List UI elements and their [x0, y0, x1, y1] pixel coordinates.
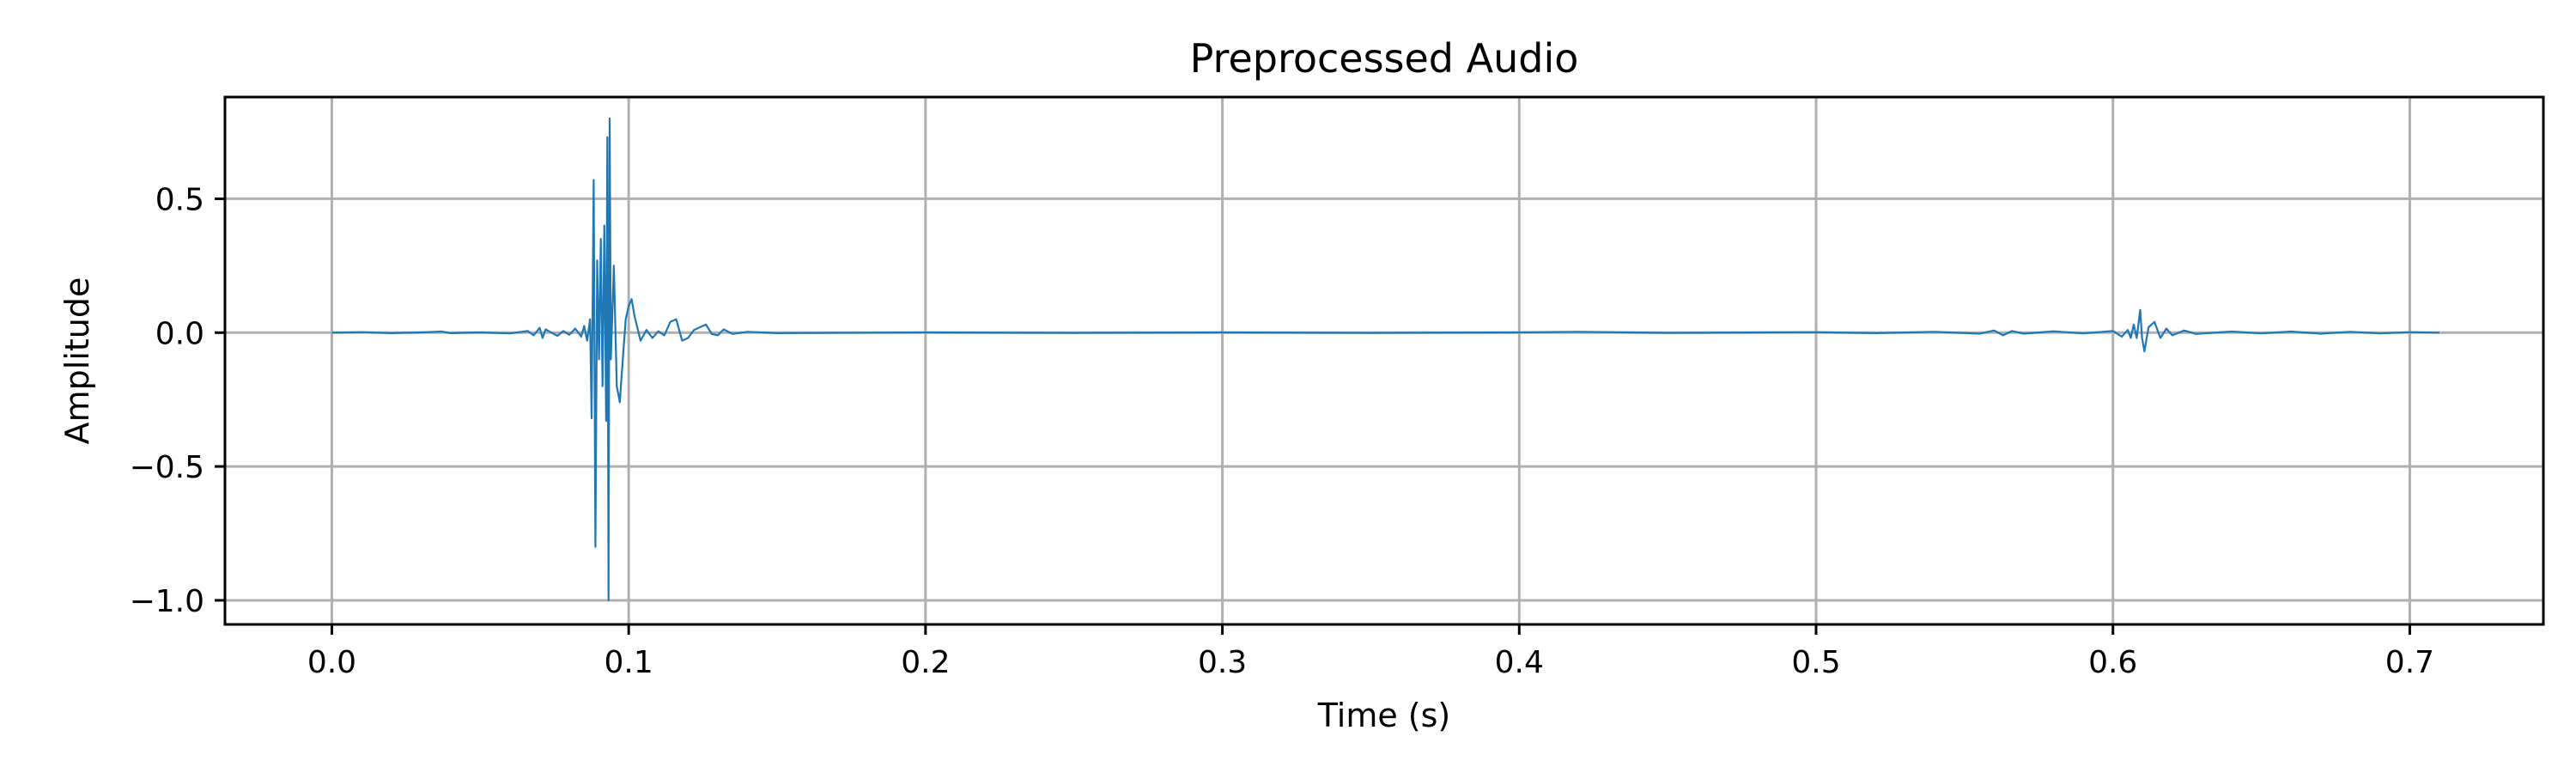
- chart-title: Preprocessed Audio: [1190, 35, 1579, 82]
- grid-layer: [225, 97, 2543, 624]
- y-tick-label: −0.5: [130, 450, 204, 485]
- x-tick-label: 0.1: [605, 645, 653, 680]
- x-tick-label: 0.4: [1495, 645, 1544, 680]
- y-tick-label: 0.5: [155, 182, 204, 217]
- y-axis-label: Amplitude: [58, 277, 96, 445]
- x-tick-label: 0.0: [307, 645, 356, 680]
- waveform-line: [331, 117, 2440, 601]
- y-tick-label: 0.0: [155, 316, 204, 351]
- x-tick-label: 0.5: [1791, 645, 1840, 680]
- x-tick-label: 0.3: [1198, 645, 1247, 680]
- tick-layer: 0.0 0.1 0.2 0.3 0.4 0.5 0.6 0.7 0.5 0.0 −0.5 −1.0: [130, 182, 2434, 680]
- series-layer: [331, 117, 2440, 601]
- x-axis-label: Time (s): [1317, 697, 1451, 734]
- y-tick-label: −1.0: [130, 584, 204, 619]
- x-tick-label: 0.7: [2385, 645, 2434, 680]
- x-tick-label: 0.6: [2088, 645, 2137, 680]
- x-tick-label: 0.2: [901, 645, 950, 680]
- plot-frame: [223, 95, 2545, 626]
